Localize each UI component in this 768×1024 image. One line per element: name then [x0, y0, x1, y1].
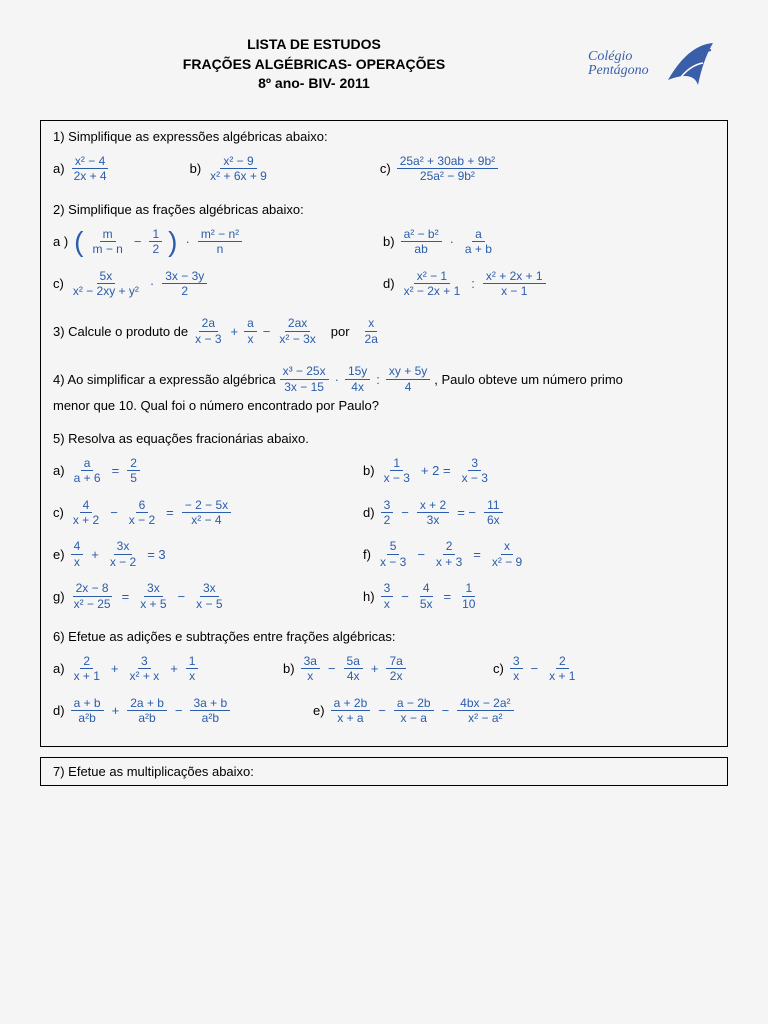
- q5-c: c) 4x + 2 − 6x − 2 = − 2 − 5xx² − 4: [53, 498, 333, 528]
- header-line-3: 8º ano- BIV- 2011: [40, 74, 588, 94]
- q5-e: e) 4x + 3xx − 2 = 3: [53, 539, 333, 569]
- logo-text: Colégio Pentágono: [588, 50, 649, 78]
- q2-d: d) x² − 1x² − 2x + 1 : x² + 2x + 1x − 1: [383, 269, 546, 299]
- q6-d: d) a + ba²b + 2a + ba²b − 3a + ba²b: [53, 696, 283, 726]
- question-1: 1) Simplifique as expressões algébricas …: [53, 129, 715, 184]
- q6-e: e) a + 2bx + a − a − 2bx − a − 4bx − 2a²…: [313, 696, 514, 726]
- question-7-box: 7) Efetue as multiplicações abaixo:: [40, 757, 728, 786]
- q1-b: b) x² − 9x² + 6x + 9: [190, 154, 270, 184]
- header-line-2: FRAÇÕES ALGÉBRICAS- OPERAÇÕES: [40, 55, 588, 75]
- question-6: 6) Efetue as adições e subtrações entre …: [53, 629, 715, 726]
- q5-b: b) 1x − 3 + 2 = 3x − 3: [363, 456, 491, 486]
- q6-b: b) 3ax − 5a4x + 7a2x: [283, 654, 463, 684]
- page-header: LISTA DE ESTUDOS FRAÇÕES ALGÉBRICAS- OPE…: [40, 30, 728, 100]
- q5-a: a) aa + 6 = 25: [53, 456, 333, 486]
- question-4: 4) Ao simplificar a expressão algébrica …: [53, 364, 715, 413]
- question-3: 3) Calcule o produto de 2ax − 3 + ax − 2…: [53, 316, 715, 346]
- q5-h: h) 3x − 45x = 110: [363, 581, 478, 611]
- q6-a: a) 2x + 1 + 3x² + x + 1x: [53, 654, 253, 684]
- q6-text: 6) Efetue as adições e subtrações entre …: [53, 629, 715, 644]
- q6-c: c) 3x − 2x + 1: [493, 654, 578, 684]
- q5-d: d) 32 − x + 23x = − 116x: [363, 498, 503, 528]
- q7-text: 7) Efetue as multiplicações abaixo:: [53, 764, 254, 779]
- main-content-box: 1) Simplifique as expressões algébricas …: [40, 120, 728, 747]
- q5-g: g) 2x − 8x² − 25 = 3xx + 5 − 3xx − 5: [53, 581, 333, 611]
- q2-text: 2) Simplifique as frações algébricas aba…: [53, 202, 715, 217]
- logo-swoosh-icon: [663, 35, 723, 90]
- q1-c: c) 25a² + 30ab + 9b²25a² − 9b²: [380, 154, 498, 184]
- q1-text: 1) Simplifique as expressões algébricas …: [53, 129, 715, 144]
- header-title-block: LISTA DE ESTUDOS FRAÇÕES ALGÉBRICAS- OPE…: [40, 30, 588, 94]
- q5-f: f) 5x − 3 − 2x + 3 = xx² − 9: [363, 539, 525, 569]
- q2-a: a ) ( mm − n − 12 ) · m² − n²n: [53, 227, 353, 257]
- q2-b: b) a² − b²ab · aa + b: [383, 227, 495, 257]
- question-5: 5) Resolva as equações fracionárias abai…: [53, 431, 715, 611]
- q2-c: c) 5xx² − 2xy + y² · 3x − 3y2: [53, 269, 353, 299]
- q5-text: 5) Resolva as equações fracionárias abai…: [53, 431, 715, 446]
- school-logo: Colégio Pentágono: [588, 30, 728, 100]
- header-line-1: LISTA DE ESTUDOS: [40, 35, 588, 55]
- q1-a: a) x² − 42x + 4: [53, 154, 110, 184]
- question-2: 2) Simplifique as frações algébricas aba…: [53, 202, 715, 299]
